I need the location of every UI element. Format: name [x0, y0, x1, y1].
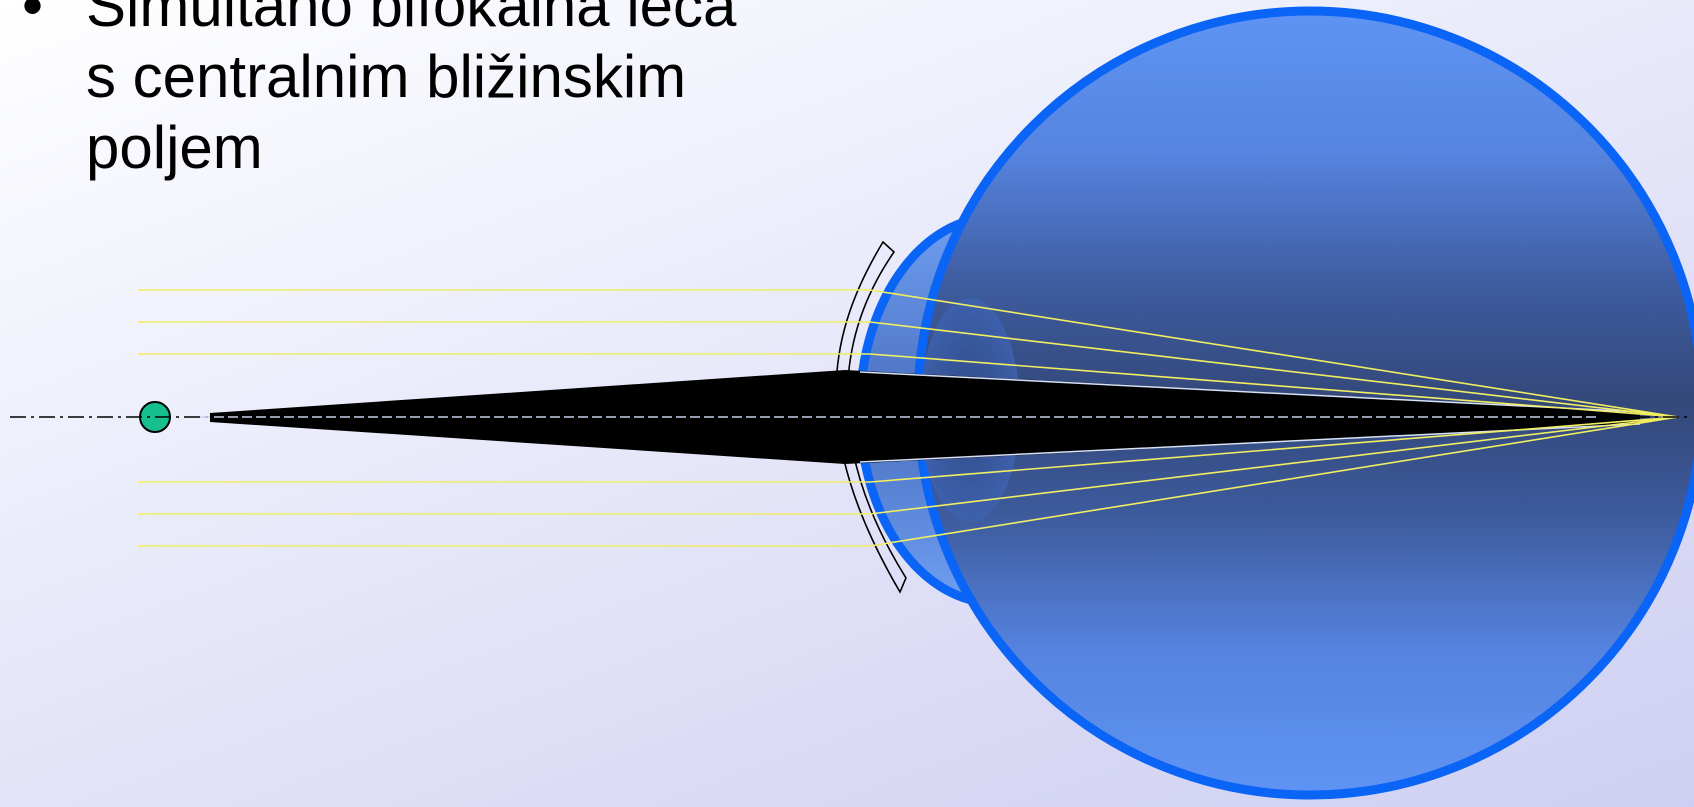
ray-6	[138, 416, 1679, 547]
bullet-line-2: s centralnim bližinskim	[86, 43, 687, 110]
cone-edge-top	[859, 371, 1641, 413]
ray-3	[138, 353, 1679, 418]
light-rays	[138, 289, 1679, 547]
bullet-lines: Simultano bifokalna leča s centralnim bl…	[86, 0, 736, 183]
bullet-line-3: poljem	[86, 114, 263, 181]
ray-1	[138, 289, 1679, 418]
bullet-line-1: Simultano bifokalna leča	[86, 0, 737, 39]
bullet-symbol: •	[22, 0, 44, 39]
ray-4	[138, 416, 1679, 483]
ray-5	[138, 416, 1679, 515]
ray-2	[138, 321, 1679, 418]
contact-lens	[835, 240, 907, 594]
